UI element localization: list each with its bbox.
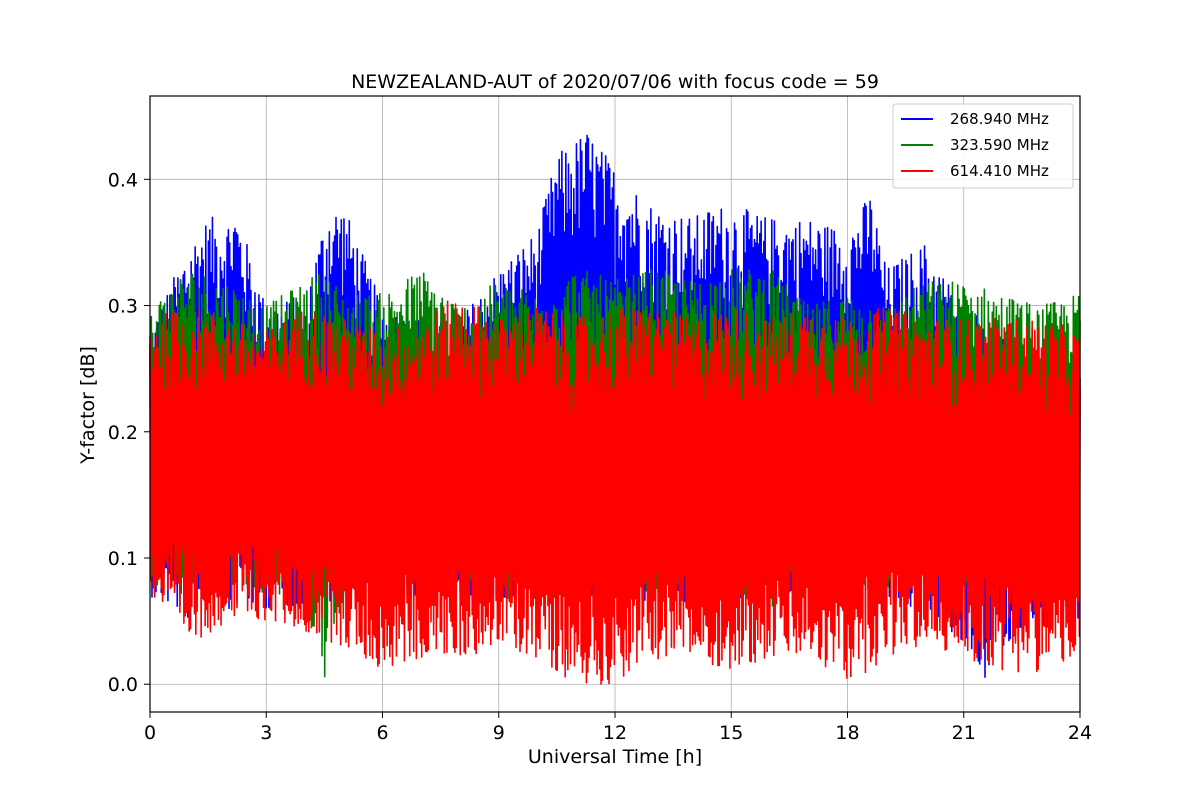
y-tick-label: 0.3 [108,296,138,318]
legend-label-614410: 614.410 MHz [950,162,1049,180]
plot-frame [149,95,1081,713]
x-tick-label: 6 [376,722,388,744]
series-layer [149,134,1081,685]
y-tick-label: 0.1 [108,548,138,570]
x-tick-label: 18 [835,722,859,744]
legend: 268.940 MHz 323.590 MHz 614.410 MHz [892,103,1074,189]
x-tick-label: 3 [260,722,272,744]
x-tick-label: 24 [1068,722,1092,744]
series-line-2 [149,300,1081,685]
y-tick-label: 0.0 [108,674,138,696]
legend-box [892,103,1074,189]
y-tick-label: 0.2 [108,422,138,444]
y-axis-label: Y-factor [dB] [77,346,99,465]
x-axis-label: Universal Time [h] [528,746,702,768]
x-tick-label: 9 [493,722,505,744]
legend-label-268940: 268.940 MHz [950,110,1049,128]
x-tick-label: 21 [952,722,976,744]
x-tick-label: 12 [603,722,627,744]
legend-label-323590: 323.590 MHz [950,136,1049,154]
chart-title: NEWZEALAND-AUT of 2020/07/06 with focus … [351,71,879,93]
x-tick-label: 0 [144,722,156,744]
ticks: 0 3 6 9 12 15 18 21 24 0.0 0.1 0.2 0.3 0.4 [108,169,1092,744]
x-tick-label: 15 [719,722,743,744]
y-tick-label: 0.4 [108,169,138,191]
